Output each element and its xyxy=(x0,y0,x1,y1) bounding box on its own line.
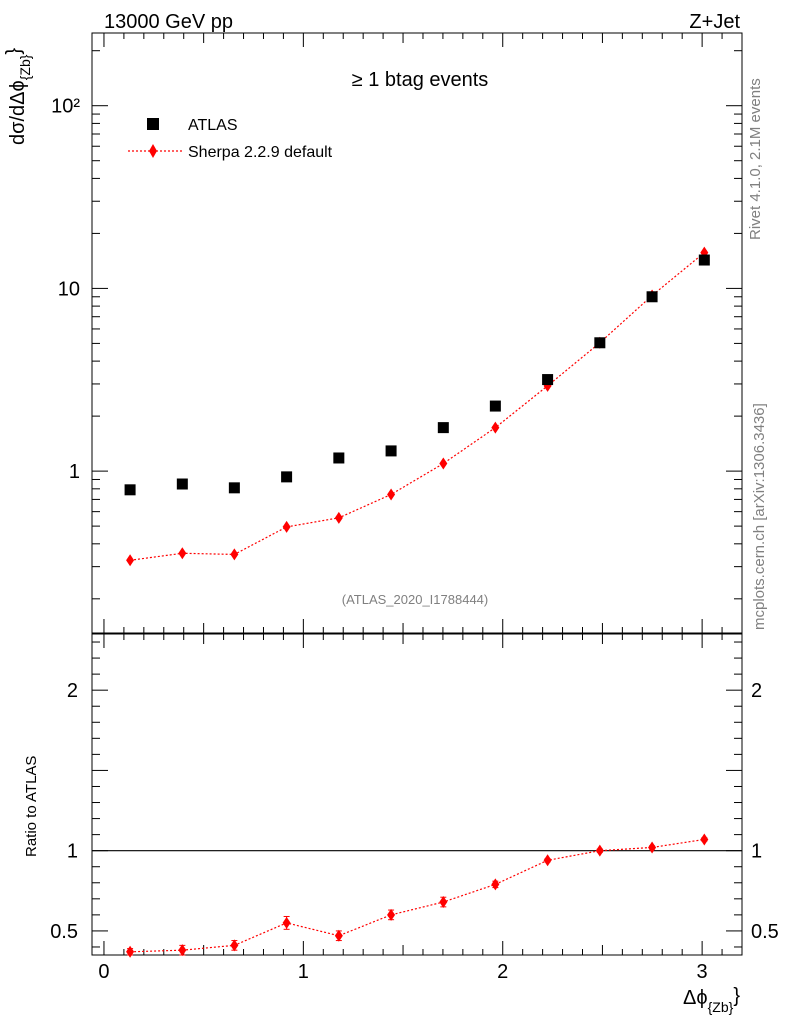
rivet-label: Rivet 4.1.0, 2.1M events xyxy=(747,78,764,240)
atlas-point xyxy=(176,478,188,490)
sherpa-point xyxy=(334,511,343,524)
main-panel-frame xyxy=(91,32,743,634)
ratio-point xyxy=(491,878,500,891)
main-y-axis-title: dσ/dΔϕ{Zb}} xyxy=(3,48,33,145)
sherpa-point xyxy=(387,488,396,501)
ratio-y-tick-label-right: 0.5 xyxy=(751,921,779,943)
atlas-point xyxy=(542,374,554,386)
sherpa-point xyxy=(491,421,500,434)
ratio-point xyxy=(230,939,239,952)
atlas-point xyxy=(437,422,449,434)
ratio-point xyxy=(595,844,604,857)
sherpa-point xyxy=(439,457,448,470)
legend-atlas-label: ATLAS xyxy=(188,117,238,134)
ratio-point xyxy=(387,908,396,921)
ratio-y-axis-title: Ratio to ATLAS xyxy=(23,756,40,857)
process-label: Z+Jet xyxy=(689,11,740,33)
sherpa-point xyxy=(178,547,187,560)
atlas-point xyxy=(281,471,293,483)
x-tick-label: 3 xyxy=(697,961,708,983)
atlas-point xyxy=(333,452,345,464)
atlas-point xyxy=(594,337,606,349)
ratio-point xyxy=(282,916,291,929)
ratio-y-tick-label-right: 2 xyxy=(751,680,762,702)
atlas-point xyxy=(385,445,397,457)
ratio-panel-frame xyxy=(91,633,743,956)
legend-sherpa-marker xyxy=(149,144,157,158)
atlas-point xyxy=(124,484,136,496)
main-axis-ticks: 1 10 10² xyxy=(51,33,743,633)
ratio-y-tick-label-left: 2 xyxy=(67,680,78,702)
ratio-data-marks xyxy=(92,833,742,958)
sherpa-point xyxy=(230,548,239,561)
atlas-point xyxy=(489,400,501,412)
energy-label: 13000 GeV pp xyxy=(104,11,233,33)
ratio-axis-ticks: 0 1 2 3 0.5 0.5 1 1 2 2 xyxy=(50,634,779,983)
atlas-point xyxy=(228,482,240,494)
ratio-point xyxy=(126,945,135,958)
y-tick-label: 10 xyxy=(58,278,80,300)
x-tick-label: 0 xyxy=(98,961,109,983)
main-data-marks xyxy=(124,246,710,567)
sherpa-point xyxy=(282,520,291,533)
legend-sherpa-label: Sherpa 2.2.9 default xyxy=(188,144,333,161)
ratio-point xyxy=(334,929,343,942)
ratio-point xyxy=(648,841,657,854)
sherpa-series-line xyxy=(130,252,705,561)
y-tick-label: 10² xyxy=(51,96,80,118)
x-tick-label: 1 xyxy=(298,961,309,983)
atlas-point xyxy=(646,291,658,303)
ratio-y-tick-label-right: 1 xyxy=(751,841,762,863)
ratio-point xyxy=(543,854,552,867)
y-tick-label: 1 xyxy=(69,461,80,483)
x-tick-label: 2 xyxy=(497,961,508,983)
ratio-y-tick-label-left: 1 xyxy=(67,841,78,863)
atlas-point xyxy=(698,254,710,266)
ratio-y-tick-label-left: 0.5 xyxy=(50,921,78,943)
source-label: mcplots.cern.ch [arXiv:1306.3436] xyxy=(751,403,768,630)
analysis-id-label: (ATLAS_2020_I1788444) xyxy=(342,592,488,607)
ratio-point xyxy=(700,833,709,846)
selection-label: ≥ 1 btag events xyxy=(352,69,489,91)
x-axis-title: Δϕ{Zb}} xyxy=(683,985,740,1015)
legend-atlas-marker xyxy=(147,118,159,130)
sherpa-point xyxy=(126,554,135,567)
ratio-series-line xyxy=(130,838,705,953)
ratio-point xyxy=(439,896,448,909)
ratio-point xyxy=(178,944,187,957)
